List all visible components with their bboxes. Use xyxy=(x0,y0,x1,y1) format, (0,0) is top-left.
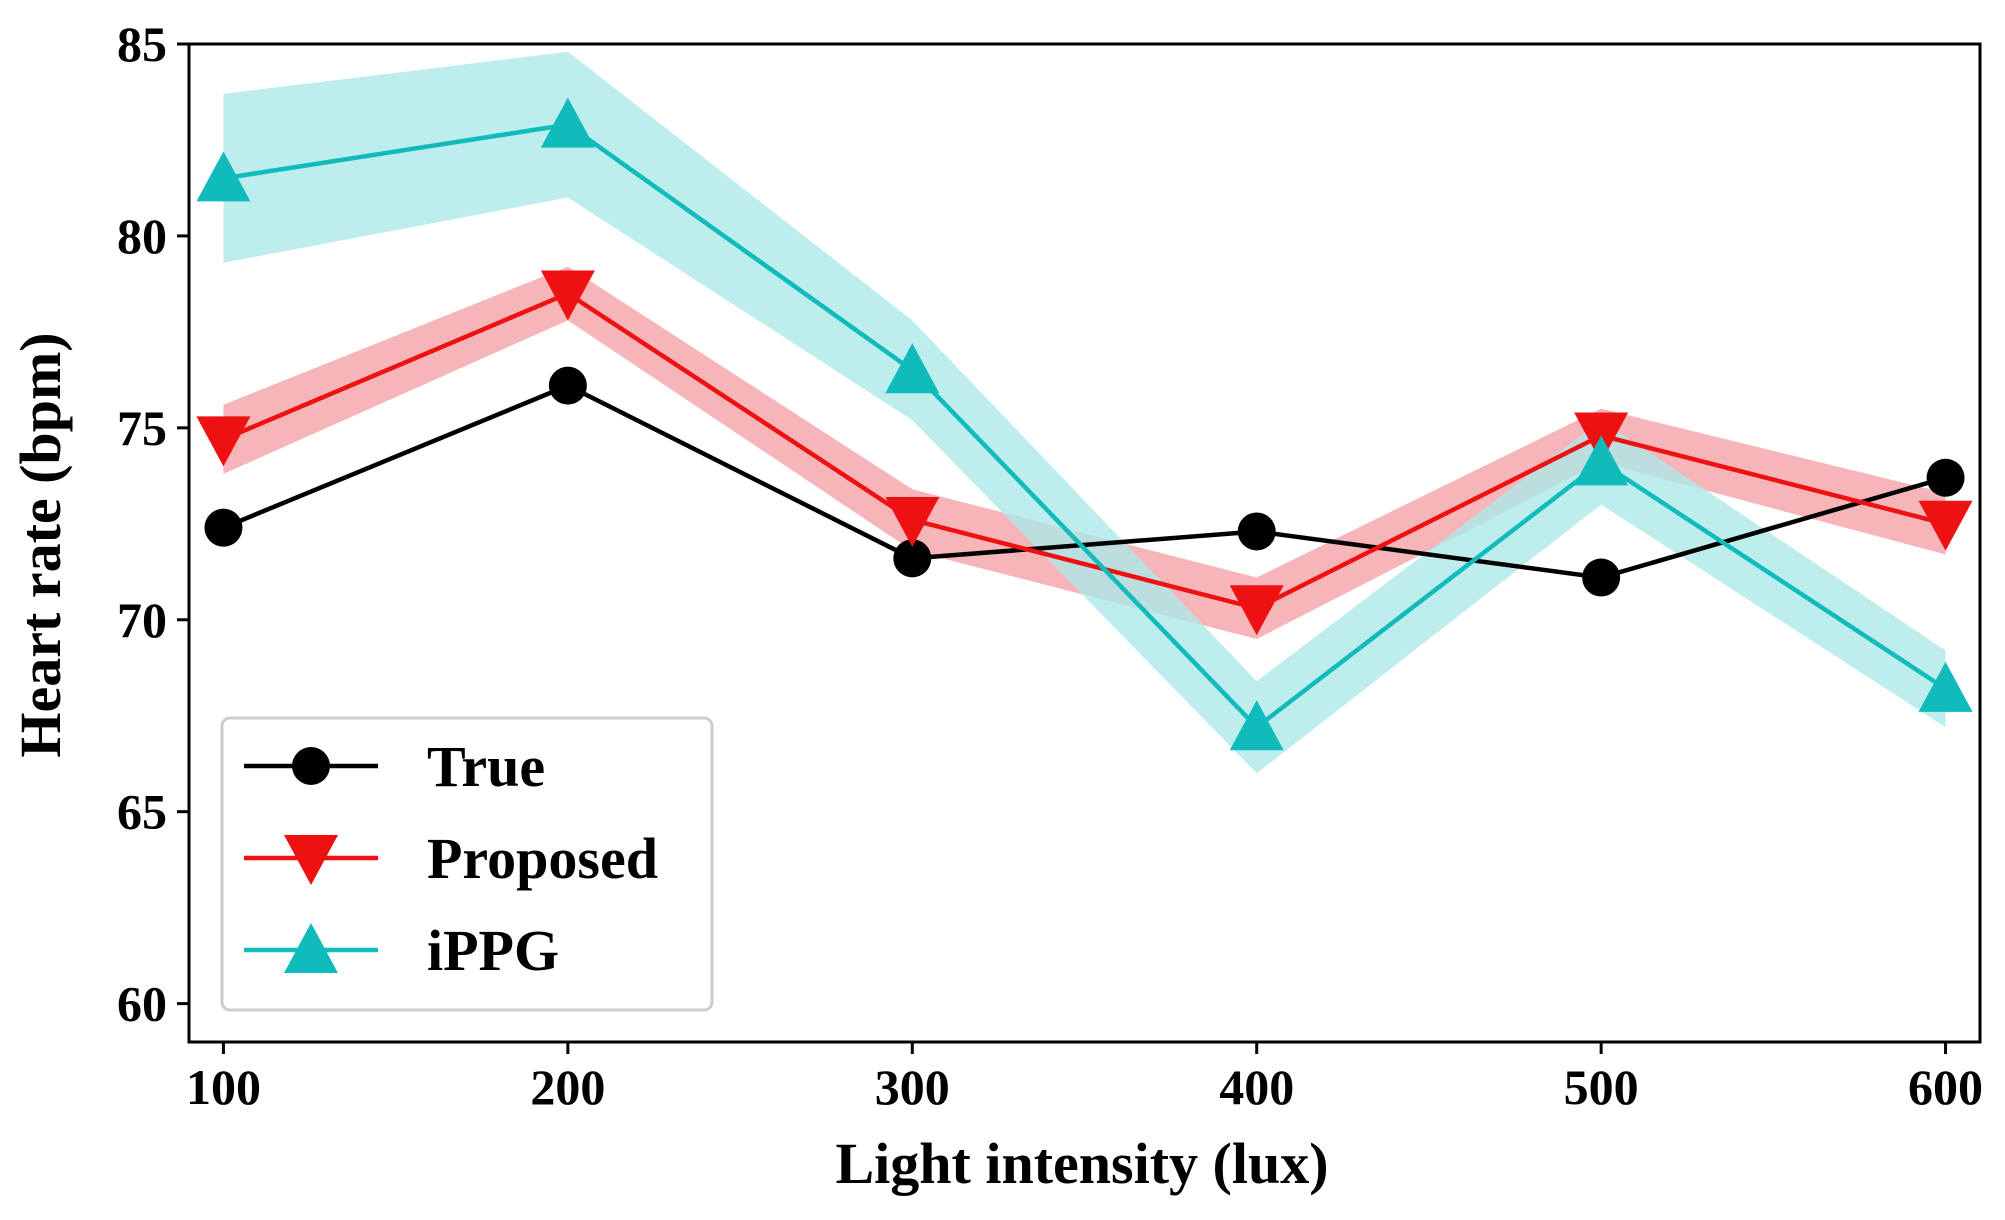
legend-swatch-marker xyxy=(284,835,338,885)
y-tick-label: 75 xyxy=(117,400,167,456)
x-tick-label: 400 xyxy=(1219,1059,1294,1115)
true-line xyxy=(222,383,1947,580)
true-point xyxy=(1582,558,1621,597)
true-point xyxy=(893,539,932,578)
proposed-point xyxy=(1229,585,1284,636)
proposed-point xyxy=(196,416,251,467)
true-point xyxy=(1237,512,1276,551)
x-tick-label: 100 xyxy=(186,1059,261,1115)
ippg-point xyxy=(196,151,251,202)
x-tick-label: 300 xyxy=(875,1059,950,1115)
plot-area-frame xyxy=(187,42,1982,1044)
legend-label-proposed: Proposed xyxy=(427,826,658,891)
ippg-point xyxy=(1918,661,1973,712)
y-tick-label: 65 xyxy=(117,784,167,840)
y-axis-label: Heart rate (bpm) xyxy=(8,332,73,757)
proposed-point xyxy=(540,270,595,321)
y-tick-label: 60 xyxy=(117,976,167,1032)
legend: True Proposed iPPG xyxy=(220,716,714,1012)
legend-label-true: True xyxy=(427,734,545,799)
true-point xyxy=(548,366,587,405)
true-point xyxy=(204,508,243,547)
legend-box xyxy=(220,716,714,1012)
x-axis-label: Light intensity (lux) xyxy=(835,1131,1328,1196)
true-point xyxy=(1926,458,1965,497)
series-lines xyxy=(222,122,1947,731)
y-tick-label: 70 xyxy=(117,592,167,648)
x-tick-label: 600 xyxy=(1908,1059,1983,1115)
x-tick-label: 500 xyxy=(1564,1059,1639,1115)
ippg-point xyxy=(540,97,595,148)
y-axis-ticks: 60 65 70 75 80 85 xyxy=(117,16,189,1032)
confidence-bands xyxy=(223,51,1946,774)
legend-swatch-marker xyxy=(292,747,330,785)
legend-swatch-marker xyxy=(284,923,338,973)
proposed-point xyxy=(885,496,940,547)
y-tick-label: 80 xyxy=(117,208,167,264)
x-axis-ticks: 100 200 300 400 500 600 xyxy=(186,1042,1983,1115)
ippg-point xyxy=(1574,435,1629,486)
y-tick-label: 85 xyxy=(117,16,167,72)
legend-label-ippg: iPPG xyxy=(427,918,559,983)
ippg-point xyxy=(885,343,940,394)
proposed-line xyxy=(222,290,1947,611)
series-markers xyxy=(196,97,1973,751)
ippg-point xyxy=(1229,700,1284,751)
ippg-band xyxy=(223,51,1946,774)
proposed-band xyxy=(223,266,1946,639)
ippg-line xyxy=(223,122,1947,731)
proposed-point xyxy=(1918,500,1973,551)
x-tick-label: 200 xyxy=(530,1059,605,1115)
